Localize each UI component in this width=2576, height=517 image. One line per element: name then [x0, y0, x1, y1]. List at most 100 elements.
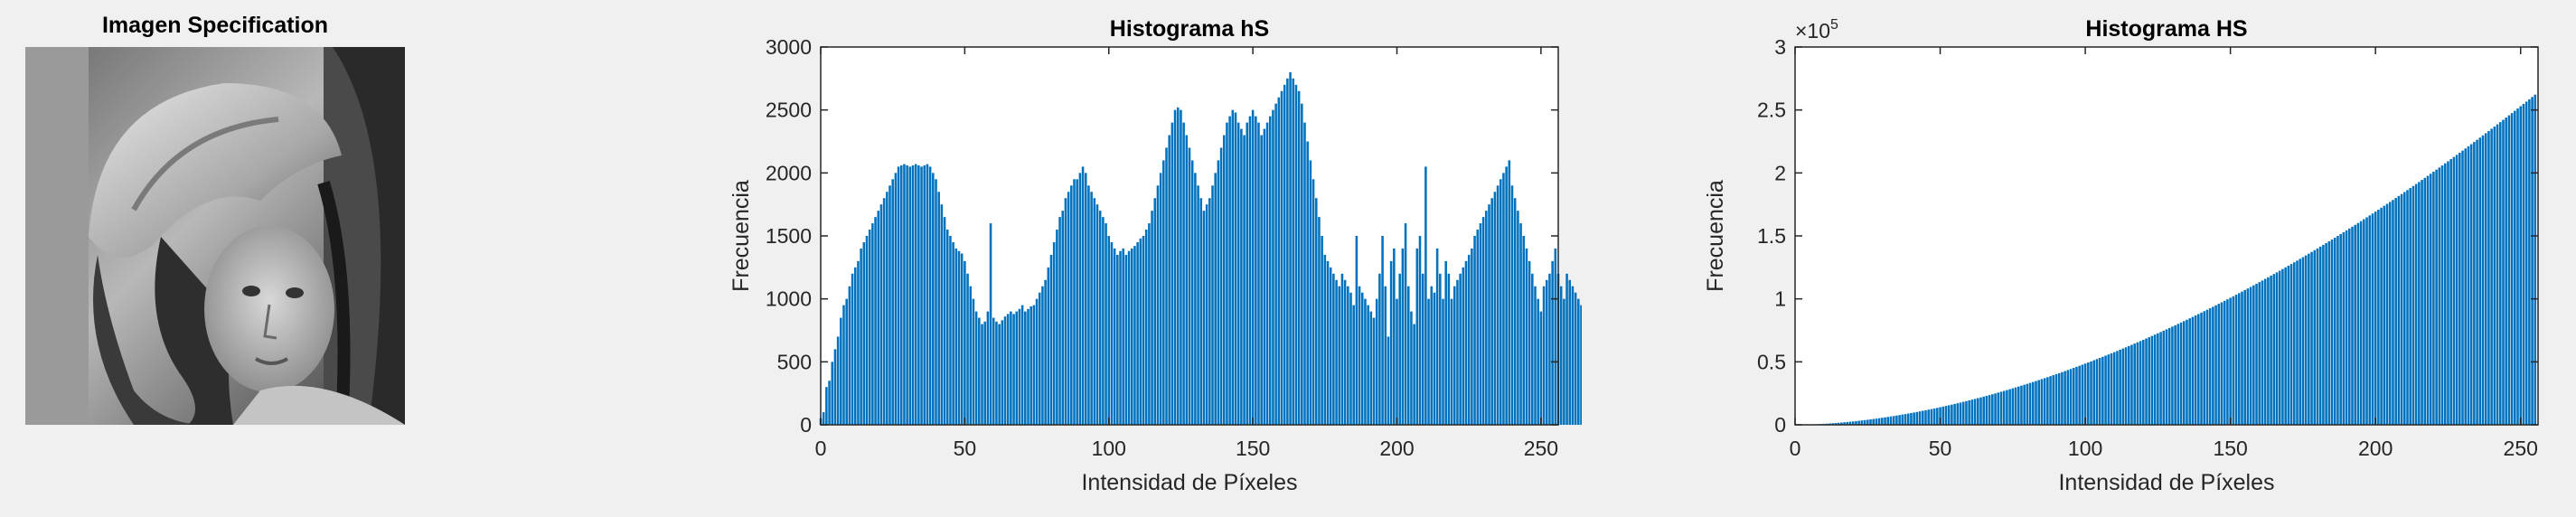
histogram-bar: [1007, 314, 1010, 425]
histogram-bar: [961, 254, 964, 425]
histogram-bar: [2061, 372, 2064, 425]
histogram-bar: [2305, 256, 2308, 425]
histogram-bar: [2020, 386, 2023, 425]
histogram-bar: [2250, 287, 2252, 425]
histogram-bar: [877, 211, 879, 425]
histogram-bar: [958, 251, 961, 425]
histogram-bar: [2432, 172, 2435, 425]
histogram-bar: [2531, 97, 2534, 425]
histogram-bar: [1107, 236, 1110, 425]
histogram-bar: [2478, 137, 2481, 425]
histogram-bar: [1378, 274, 1381, 425]
histogram-bar: [1436, 249, 1439, 425]
histogram-bar: [1359, 287, 1361, 425]
x-tick-label: 150: [1236, 437, 1270, 460]
histogram-bar: [987, 312, 990, 425]
histogram-bar: [1206, 204, 1208, 425]
histogram-bar: [1405, 223, 1407, 425]
histogram-bar: [1361, 293, 1364, 425]
histogram-bar: [981, 324, 983, 425]
x-tick-label: 100: [1092, 437, 1126, 460]
histogram-bar: [2444, 164, 2447, 425]
histogram-bar: [849, 287, 851, 425]
histogram-bar: [2221, 302, 2223, 425]
histogram-bar: [1125, 255, 1128, 425]
histogram-bar: [1869, 419, 1872, 425]
histogram-bar: [2157, 334, 2159, 425]
histogram-bar: [1979, 398, 1982, 425]
histogram-bar: [2412, 186, 2415, 425]
histogram-bar: [874, 217, 877, 425]
histogram-bar: [2113, 352, 2116, 425]
histogram-bar: [1548, 274, 1551, 425]
histogram-bar: [964, 261, 966, 425]
histogram-bar: [2508, 116, 2511, 425]
histogram-bar: [2017, 387, 2020, 425]
histogram-bar: [2137, 343, 2139, 425]
histogram-bar: [2523, 104, 2525, 425]
histogram-bar: [900, 165, 903, 425]
histogram-bar: [2334, 238, 2336, 425]
y-tick-label: 2000: [766, 161, 812, 184]
histogram-bar: [1223, 136, 1226, 425]
histogram-bar: [1269, 117, 1272, 425]
histogram-bar: [1027, 309, 1029, 425]
histogram-bar: [2430, 174, 2432, 425]
histogram-bar: [2519, 107, 2522, 425]
histogram-bar: [1971, 400, 1974, 425]
histogram-bar: [1953, 404, 1956, 425]
histogram-bar: [2346, 230, 2348, 425]
chart-title: Histograma HS: [2085, 16, 2247, 42]
histogram-bar: [1186, 136, 1189, 425]
histogram-bar: [2122, 349, 2125, 425]
histogram-bar: [1278, 98, 1281, 425]
histogram-bar: [2209, 308, 2212, 425]
histogram-bar: [1517, 211, 1519, 425]
histogram-bar: [1235, 112, 1237, 425]
histogram-bar: [2403, 192, 2406, 425]
histogram-bar: [1876, 418, 1878, 425]
histogram-bar: [1289, 72, 1292, 425]
histogram-bar: [1948, 405, 1951, 425]
histogram-bar: [2247, 288, 2250, 425]
histogram-bar: [2055, 374, 2058, 425]
histogram-bar: [1255, 117, 1257, 425]
histogram-bar: [1180, 110, 1182, 425]
histogram-bar: [2070, 369, 2073, 425]
histogram-bar: [941, 204, 944, 425]
histogram-bar: [2322, 245, 2325, 425]
histogram-bar: [2464, 148, 2467, 425]
histogram-bar: [1076, 179, 1078, 425]
histogram-bar: [2044, 378, 2046, 425]
histogram-bar: [857, 261, 860, 425]
y-tick-label: 0: [1774, 413, 1786, 437]
histogram-bar: [2354, 225, 2356, 425]
histogram-bar: [1085, 173, 1087, 425]
histogram-bar: [2296, 260, 2299, 425]
histogram-bar: [1456, 280, 1459, 425]
histogram-bar: [2319, 247, 2322, 425]
histogram-bar: [2468, 146, 2470, 425]
histogram-bar: [2511, 113, 2514, 425]
histogram-bar: [845, 299, 848, 425]
histogram-bar: [2145, 339, 2148, 425]
histogram-bar: [2418, 182, 2421, 425]
histogram-bar: [2288, 266, 2290, 425]
histogram-bar: [1480, 223, 1482, 425]
histogram-bar: [1878, 418, 1881, 425]
histogram-bar: [946, 230, 949, 425]
histogram-bar: [2142, 340, 2145, 425]
histogram-bar: [1301, 104, 1303, 425]
histogram-bar: [1957, 403, 1960, 425]
histogram-bar: [1090, 192, 1093, 425]
histogram-bar: [2119, 350, 2121, 425]
histogram-bar: [1531, 274, 1534, 425]
histogram-bar: [2360, 221, 2363, 425]
histogram-bar: [1019, 309, 1021, 425]
y-tick-label: 1000: [766, 287, 812, 311]
histogram-bar: [1528, 261, 1531, 425]
histogram-bar: [1546, 280, 1548, 425]
histogram-bar: [1485, 211, 1488, 425]
histogram-bar: [1465, 261, 1468, 425]
